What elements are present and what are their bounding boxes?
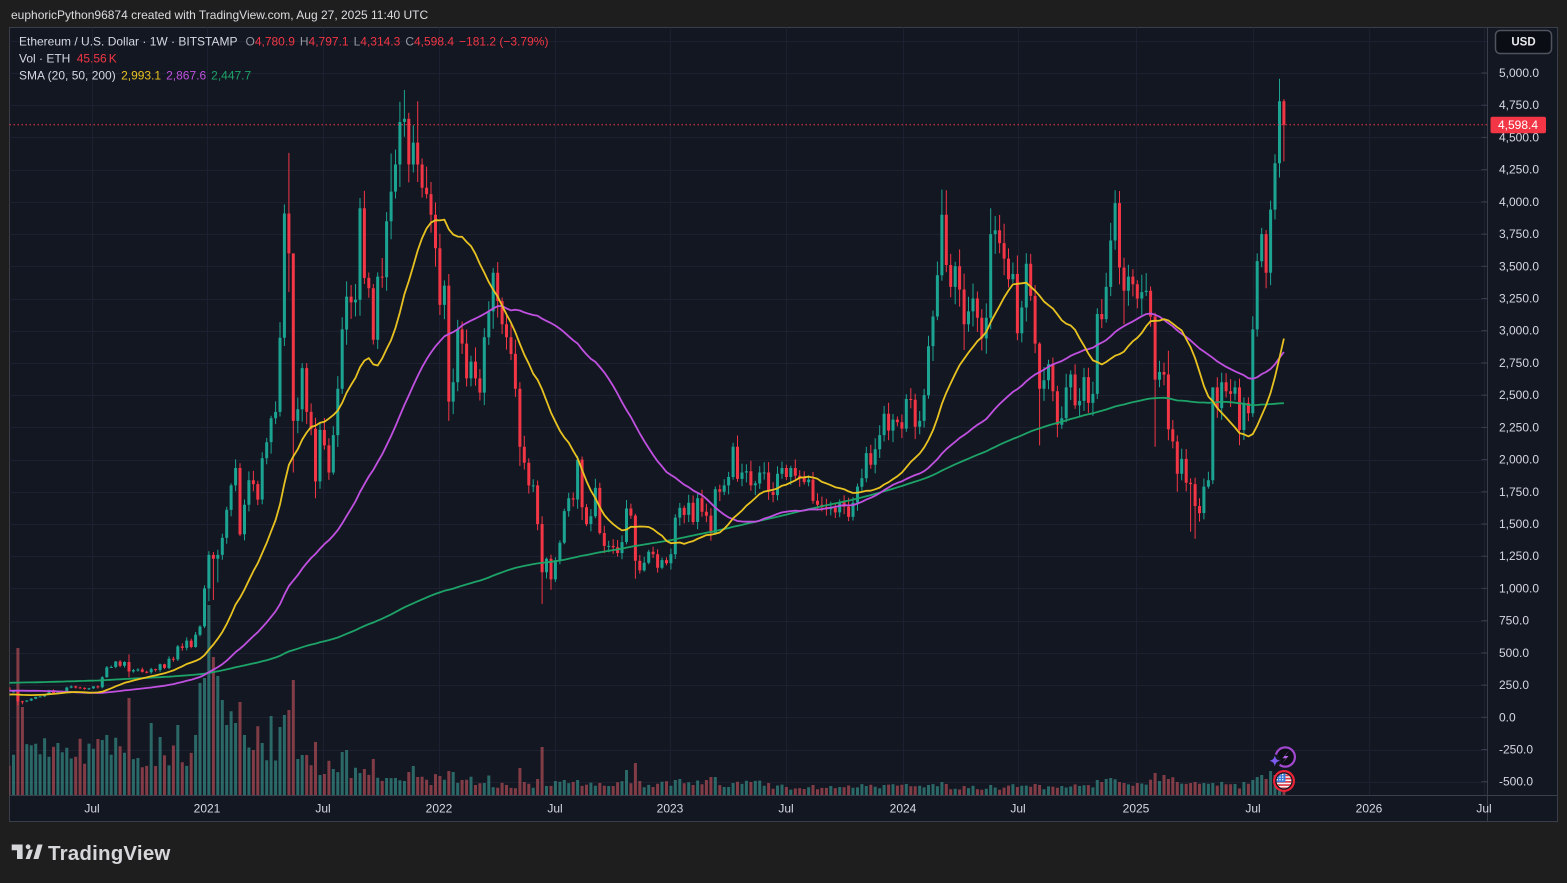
svg-text:Jul: Jul: [84, 802, 99, 816]
svg-text:Jul: Jul: [1010, 802, 1025, 816]
svg-text:2023: 2023: [657, 802, 684, 816]
svg-text:SMA (20, 50, 200) 2,993.12,867: SMA (20, 50, 200) 2,993.1 2,867.6 2,447.7: [19, 69, 252, 83]
svg-text:3,250.0: 3,250.0: [1499, 292, 1539, 306]
svg-text:euphoricPython96874 created wi: euphoricPython96874 created with Trading…: [11, 8, 428, 22]
svg-text:3,000.0: 3,000.0: [1499, 324, 1539, 338]
svg-text:0.0: 0.0: [1499, 710, 1516, 724]
svg-text:3,500.0: 3,500.0: [1499, 259, 1539, 273]
svg-text:Ethereum / U.S. Dollar · 1W ·: Ethereum / U.S. Dollar · 1W · BITSTAMP O4…: [19, 35, 548, 49]
svg-text:4,598.4: 4,598.4: [1498, 118, 1538, 132]
svg-text:4,500.0: 4,500.0: [1499, 130, 1539, 144]
svg-text:Jul: Jul: [778, 802, 793, 816]
svg-text:Vol · ETH 45.56K: Vol · ETH 45.56 K: [19, 52, 117, 66]
svg-text:750.0: 750.0: [1499, 614, 1529, 628]
svg-text:-250.0: -250.0: [1499, 743, 1533, 757]
svg-text:1,750.0: 1,750.0: [1499, 485, 1539, 499]
svg-text:TradingView: TradingView: [48, 842, 171, 865]
svg-text:3,750.0: 3,750.0: [1499, 227, 1539, 241]
svg-text:4,750.0: 4,750.0: [1499, 98, 1539, 112]
svg-text:Jul: Jul: [315, 802, 330, 816]
svg-text:2,750.0: 2,750.0: [1499, 356, 1539, 370]
svg-text:2,000.0: 2,000.0: [1499, 453, 1539, 467]
svg-text:-500.0: -500.0: [1499, 775, 1533, 789]
svg-text:4,000.0: 4,000.0: [1499, 195, 1539, 209]
svg-text:4,250.0: 4,250.0: [1499, 163, 1539, 177]
svg-text:Jul: Jul: [1476, 802, 1491, 816]
svg-text:500.0: 500.0: [1499, 646, 1529, 660]
svg-text:250.0: 250.0: [1499, 678, 1529, 692]
svg-text:2026: 2026: [1356, 802, 1383, 816]
svg-text:1,500.0: 1,500.0: [1499, 517, 1539, 531]
svg-text:5,000.0: 5,000.0: [1499, 66, 1539, 80]
svg-text:2,500.0: 2,500.0: [1499, 388, 1539, 402]
svg-text:2,250.0: 2,250.0: [1499, 420, 1539, 434]
svg-text:USD: USD: [1511, 37, 1535, 49]
svg-text:1,250.0: 1,250.0: [1499, 549, 1539, 563]
svg-text:Jul: Jul: [547, 802, 562, 816]
svg-text:2021: 2021: [194, 802, 221, 816]
svg-text:2025: 2025: [1123, 802, 1150, 816]
svg-text:2022: 2022: [426, 802, 453, 816]
svg-text:2024: 2024: [890, 802, 917, 816]
svg-text:1,000.0: 1,000.0: [1499, 581, 1539, 595]
svg-text:Jul: Jul: [1245, 802, 1260, 816]
